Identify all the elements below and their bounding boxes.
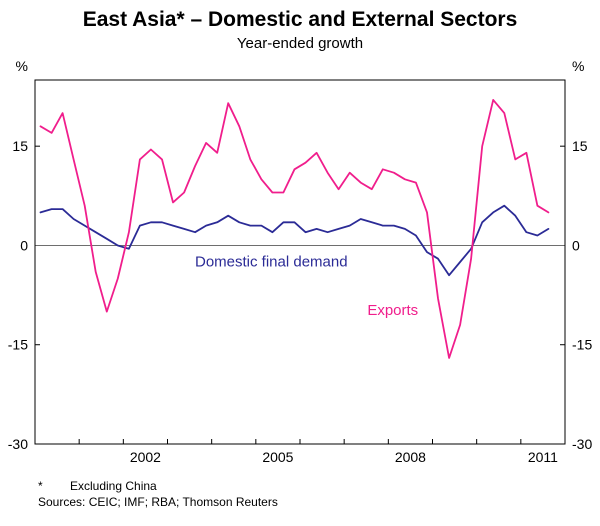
y-axis-label-right: -15	[572, 337, 592, 353]
series-label-exports: Exports	[367, 302, 418, 319]
y-axis-label-left: -15	[8, 337, 28, 353]
series-line-exports	[39, 99, 550, 359]
plot-frame	[34, 79, 566, 445]
y-axis-label-left: 15	[12, 138, 28, 154]
x-axis-label: 2011	[528, 449, 558, 465]
y-axis-label-left: 0	[20, 237, 28, 253]
footnotes: * Excluding China Sources: CEIC; IMF; RB…	[38, 478, 600, 510]
y-axis-label-right: 0	[572, 237, 580, 253]
chart-title: East Asia* – Domestic and External Secto…	[82, 8, 518, 31]
y-axis-label-right: -30	[572, 436, 592, 452]
x-axis-label: 2005	[262, 449, 293, 465]
y-unit-left: %	[16, 58, 28, 74]
chart-subtitle: Year-ended growth	[236, 35, 364, 52]
y-axis-label-left: -30	[8, 436, 28, 452]
x-axis-label: 2002	[130, 449, 161, 465]
series-label-domestic-final-demand: Domestic final demand	[195, 254, 348, 271]
x-axis-label: 2008	[395, 449, 426, 465]
y-unit-right: %	[572, 58, 584, 74]
sources-line: Sources: CEIC; IMF; RBA; Thomson Reuters	[38, 495, 278, 509]
footnote-text: Excluding China	[70, 479, 157, 493]
y-axis-label-right: 15	[572, 138, 588, 154]
line-chart: -30 -30 -15 -15 0 0 15 15% % 2002 2005 2008 2011 Dome…	[8, 58, 593, 465]
footnote-marker: *	[38, 479, 43, 493]
